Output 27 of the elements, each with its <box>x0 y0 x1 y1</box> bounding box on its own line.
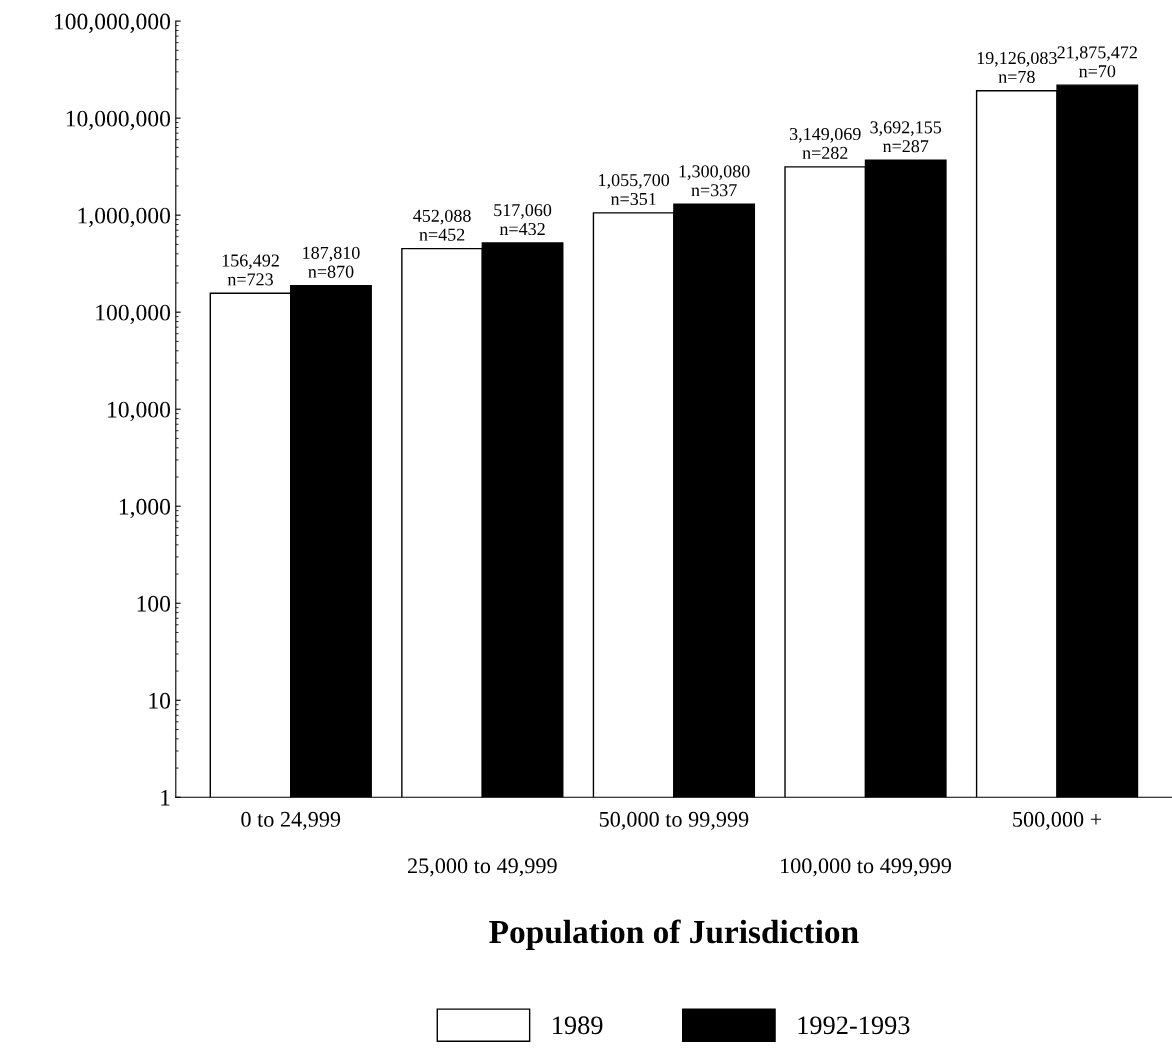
y-tick-label: 1,000 <box>119 498 171 519</box>
x-tick-label: 100,000 to 499,999 <box>781 858 951 877</box>
data-label: 19,126,083 n=78 <box>977 51 1057 83</box>
data-label: 3,692,155 n=287 <box>870 121 942 153</box>
y-tick-label: 1 <box>161 789 170 806</box>
y-tick-label: 100,000 <box>96 304 171 324</box>
x-tick-label: 50,000 to 99,999 <box>599 811 749 831</box>
y-tick-label: 10,000,000 <box>66 110 171 130</box>
x-tick-label: 25,000 to 49,999 <box>407 858 557 877</box>
legend-label: 1989 <box>553 1016 603 1035</box>
y-tick-label: 10 <box>149 692 171 709</box>
data-label: 3,149,069 n=282 <box>790 127 861 159</box>
y-tick-label: 10,000 <box>108 401 171 422</box>
data-label: 517,060 n=432 <box>494 204 552 236</box>
data-label: 187,810 n=870 <box>303 246 360 278</box>
data-label: 156,492 n=723 <box>222 254 279 286</box>
data-label: 1,300,080 n=337 <box>679 165 750 197</box>
x-tick-label: 0 to 24,999 <box>241 811 341 831</box>
data-label: 452,088 n=452 <box>413 209 471 241</box>
y-tick-label: 100,000,000 <box>54 13 171 33</box>
data-label: 21,875,472 n=70 <box>1057 46 1137 78</box>
legend-label: 1992-1993 <box>798 1016 910 1035</box>
y-tick-label: 100 <box>137 595 171 612</box>
x-tick-label: 500,000 + <box>1013 811 1102 831</box>
x-axis-title: Population of Jurisdiction <box>489 919 859 951</box>
y-tick-label: 1,000,000 <box>78 207 171 227</box>
data-label: 1,055,700 n=351 <box>599 173 670 206</box>
